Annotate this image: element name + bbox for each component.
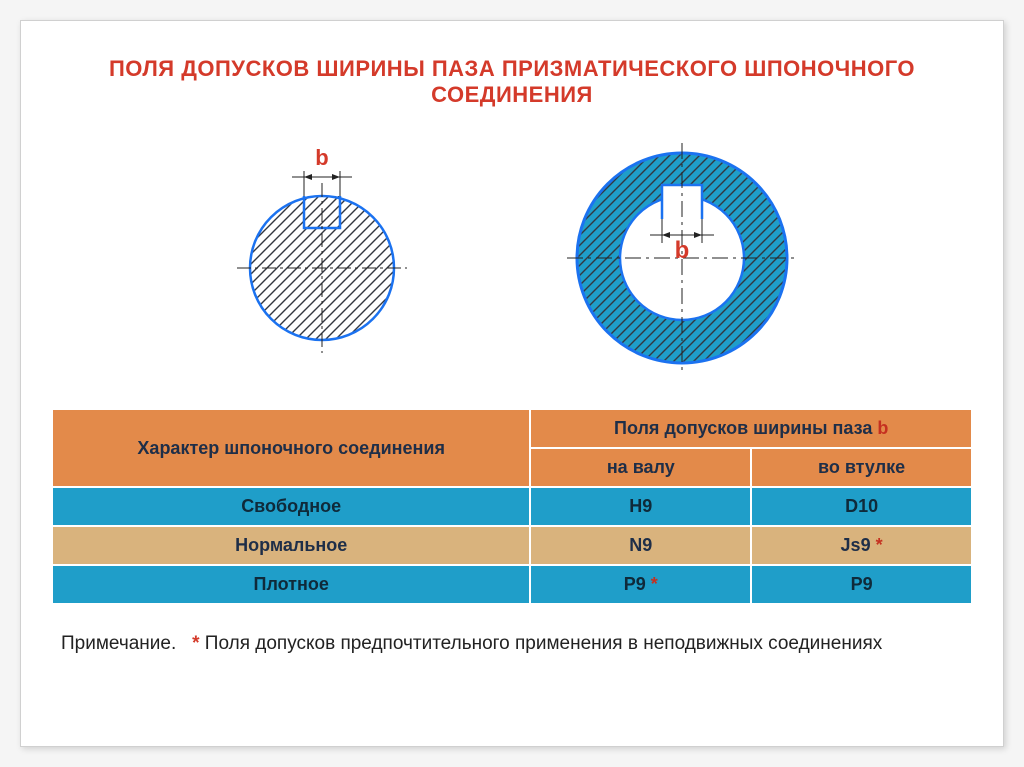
row-sleeve: Js9 * [751,526,972,565]
shaft-diagram: b [222,143,422,378]
footnote: Примечание. * Поля допусков предпочтител… [21,605,1003,665]
diagrams-row: b [21,133,1003,408]
row-sleeve: P9 [751,565,972,604]
row-name: Свободное [52,487,530,526]
tolerance-table-wrap: Характер шпоночного соединения Поля допу… [21,408,1003,605]
shaft-svg: b [222,143,422,353]
table-row: Плотное P9 * P9 [52,565,972,604]
table-row: Свободное H9 D10 [52,487,972,526]
row-shaft: H9 [530,487,751,526]
table-header-row-1: Характер шпоночного соединения Поля допу… [52,409,972,448]
asterisk-icon: * [651,574,658,594]
content-card: ПОЛЯ ДОПУСКОВ ШИРИНЫ ПАЗА ПРИЗМАТИЧЕСКОГ… [20,20,1004,747]
footnote-lead: Примечание. [61,633,176,654]
footnote-text: Поля допусков предпочтительного применен… [205,633,882,654]
shaft-dim-label: b [315,145,328,170]
table-row: Нормальное N9 Js9 * [52,526,972,565]
row-sleeve: D10 [751,487,972,526]
tolerance-table: Характер шпоночного соединения Поля допу… [51,408,973,605]
row-shaft: N9 [530,526,751,565]
footnote-star: * [192,633,199,654]
header-right-top-b: b [877,418,888,438]
row-name: Плотное [52,565,530,604]
row-name: Нормальное [52,526,530,565]
header-sub-sleeve: во втулке [751,448,972,487]
sleeve-diagram: b [562,143,802,378]
header-sub-shaft: на валу [530,448,751,487]
asterisk-icon: * [876,535,883,555]
row-shaft: P9 * [530,565,751,604]
page-title: ПОЛЯ ДОПУСКОВ ШИРИНЫ ПАЗА ПРИЗМАТИЧЕСКОГ… [21,21,1003,133]
sleeve-dim-label: b [675,237,690,264]
header-left: Характер шпоночного соединения [52,409,530,487]
header-right-top-text: Поля допусков ширины паза [614,418,872,438]
header-right-top: Поля допусков ширины паза b [530,409,972,448]
sleeve-svg: b [562,143,802,373]
